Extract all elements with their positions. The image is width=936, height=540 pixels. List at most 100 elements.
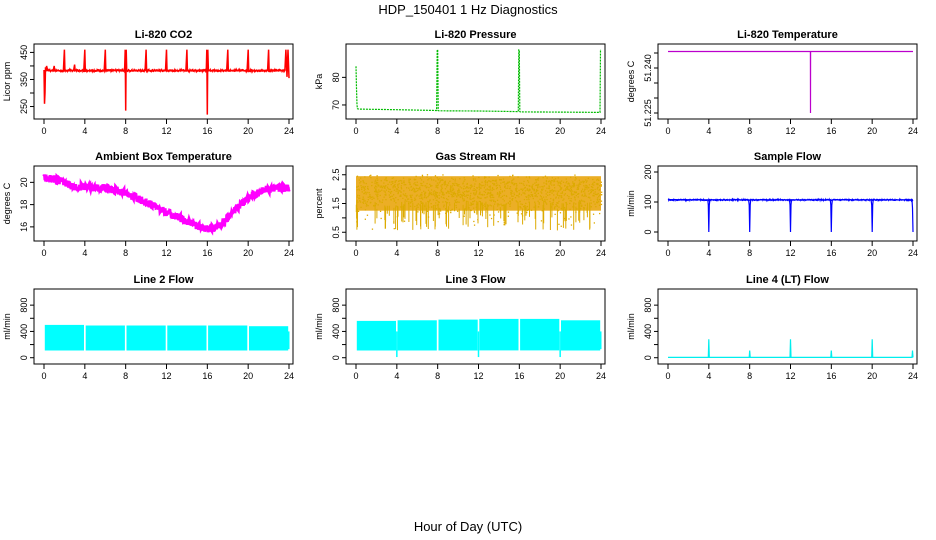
- series-line: [42, 172, 291, 236]
- series-point: [440, 196, 442, 198]
- series-point: [565, 178, 567, 180]
- series-point: [500, 203, 502, 205]
- series-point: [598, 179, 600, 181]
- series-point: [581, 204, 583, 206]
- x-tick-label: 20: [867, 126, 877, 136]
- series-point: [473, 220, 475, 223]
- series-point: [541, 210, 543, 212]
- series-point: [374, 180, 376, 182]
- series-point: [476, 187, 478, 189]
- x-tick-label: 16: [202, 248, 212, 258]
- series-point: [464, 208, 466, 210]
- series-point: [376, 190, 378, 192]
- series-point: [473, 193, 475, 195]
- series-point: [543, 182, 545, 184]
- y-axis-label: Licor ppm: [2, 62, 12, 102]
- series-point: [365, 202, 367, 204]
- series-point: [535, 189, 538, 192]
- series-point: [515, 186, 518, 188]
- series-point: [574, 191, 576, 194]
- series-point: [450, 211, 452, 214]
- series-point: [596, 193, 598, 196]
- series-point: [569, 190, 571, 192]
- series-point: [378, 200, 381, 202]
- series-point: [585, 181, 587, 183]
- series-point: [489, 204, 491, 206]
- series-point: [437, 201, 439, 203]
- series-point: [426, 176, 428, 178]
- series-point: [529, 185, 531, 187]
- series-point: [463, 180, 465, 182]
- series-point: [569, 208, 571, 210]
- series-point: [443, 204, 445, 206]
- y-tick-label: 0: [331, 355, 341, 360]
- series-point: [535, 179, 537, 181]
- series-point: [488, 189, 491, 191]
- series-point: [588, 184, 591, 186]
- series-point: [544, 198, 546, 201]
- series-point: [517, 195, 519, 197]
- series-point: [569, 187, 572, 189]
- series-point: [367, 196, 369, 198]
- series-point: [377, 182, 379, 184]
- series-point: [490, 197, 492, 199]
- series-point: [488, 180, 490, 182]
- series-point: [490, 191, 492, 193]
- series-point: [585, 186, 587, 189]
- series-point: [409, 189, 411, 191]
- series-point: [541, 197, 543, 199]
- series-point: [391, 177, 393, 179]
- series-point: [587, 177, 589, 179]
- series-point: [580, 202, 582, 205]
- series-point: [452, 188, 455, 190]
- series-point: [534, 201, 536, 203]
- series-point: [411, 188, 414, 190]
- series-point: [457, 192, 459, 194]
- series-point: [455, 201, 458, 204]
- series-point: [598, 195, 600, 198]
- y-tick-label: 400: [331, 324, 341, 339]
- series-point: [549, 189, 551, 192]
- series-point: [391, 181, 393, 183]
- series-point: [550, 190, 552, 192]
- series-point: [428, 186, 430, 189]
- series-point: [455, 204, 457, 207]
- series-point: [375, 181, 378, 183]
- series-point: [501, 191, 503, 193]
- series-point: [584, 192, 586, 194]
- series-point: [517, 176, 519, 178]
- series-point: [571, 194, 573, 196]
- series-point: [507, 185, 509, 187]
- series-point: [487, 189, 489, 191]
- series-point: [407, 198, 410, 200]
- series-point: [392, 182, 394, 185]
- series-point: [496, 199, 499, 201]
- series-point: [444, 188, 447, 190]
- series-point: [490, 205, 493, 207]
- series-point: [369, 175, 371, 177]
- series-point: [503, 200, 505, 202]
- series-point: [493, 184, 495, 186]
- series-point: [487, 191, 489, 194]
- series-point: [421, 194, 423, 196]
- series-point: [442, 179, 444, 181]
- series-point: [480, 184, 482, 186]
- series-point: [438, 201, 440, 203]
- series-point: [487, 204, 489, 206]
- series-point: [378, 185, 380, 187]
- series-point: [537, 206, 539, 208]
- series-point: [594, 191, 596, 193]
- series-point: [501, 205, 503, 207]
- series-point: [596, 188, 598, 190]
- series-point: [473, 200, 475, 203]
- series-point: [420, 202, 422, 204]
- series-point: [531, 195, 533, 197]
- series-point: [469, 184, 472, 187]
- series-point: [364, 186, 366, 188]
- series-point: [469, 194, 472, 197]
- series-point: [424, 185, 426, 187]
- series-point: [551, 189, 553, 191]
- series-point: [523, 180, 525, 183]
- series-point: [450, 191, 452, 193]
